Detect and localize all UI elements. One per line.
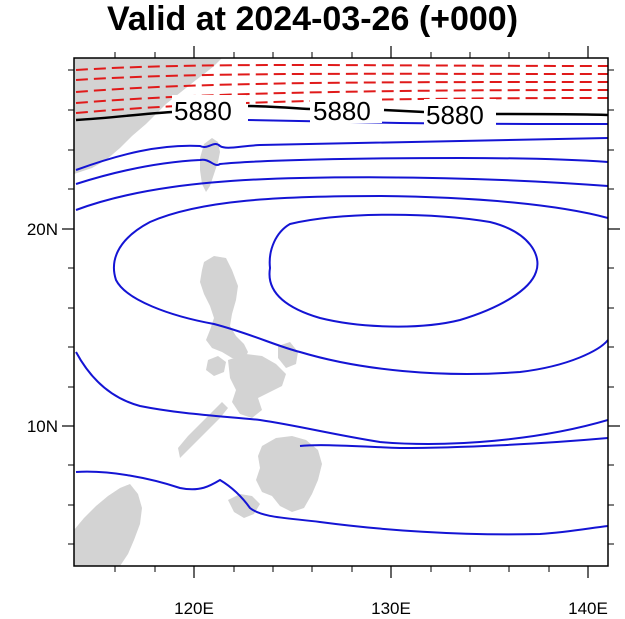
lon-label-140e: 140E — [568, 599, 608, 618]
contour-line-low-3 — [75, 156, 608, 185]
land-sulawesi — [228, 494, 260, 518]
contour-labels: 5880 5880 5880 — [172, 95, 496, 130]
lon-label-120e: 120E — [174, 599, 214, 618]
contour-line-low-8 — [75, 470, 608, 536]
lon-label-130e: 130E — [371, 599, 411, 618]
tick-labels: 120E 130E 140E 20N 10N — [27, 220, 608, 618]
map-title: Valid at 2024-03-26 (+000) — [106, 0, 519, 38]
lat-label-20n: 20N — [27, 220, 58, 239]
contour-line-low-1 — [247, 119, 608, 125]
map-frame — [73, 57, 609, 567]
contour-line-5880-c — [383, 108, 425, 114]
contour-line-high-1 — [75, 64, 608, 71]
land-samar — [278, 342, 298, 368]
contours-high — [75, 64, 608, 114]
contour-line-low-4 — [75, 176, 608, 211]
land-taiwan — [200, 138, 220, 192]
contour-line-low-7 — [75, 351, 608, 445]
axis-ticks — [62, 46, 620, 578]
land-mindoro — [206, 356, 226, 376]
axis-minor-ticks — [68, 52, 614, 572]
contour-line-high-4 — [75, 89, 608, 104]
contour-label-5880-1: 5880 — [174, 96, 232, 126]
contour-line-low-6 — [268, 213, 539, 328]
contour-label-5880-2: 5880 — [313, 96, 371, 126]
contour-label-5880-3: 5880 — [426, 100, 484, 130]
contour-ref — [75, 104, 608, 122]
contour-line-5880-b — [247, 104, 311, 111]
lat-label-10n: 10N — [27, 417, 58, 436]
contour-line-5880-a — [75, 110, 173, 122]
land-mindanao — [256, 436, 322, 512]
land-visayas — [228, 354, 286, 418]
map-plot-area — [74, 58, 608, 566]
contour-line-high-5 — [75, 97, 608, 114]
contour-line-low-9 — [299, 437, 608, 450]
land-masses — [74, 58, 322, 566]
land-china-coast — [74, 58, 222, 174]
contour-line-high-2 — [75, 72, 608, 81]
land-luzon — [200, 256, 248, 360]
contour-line-high-3 — [75, 81, 608, 93]
contour-line-5880-d — [495, 112, 608, 117]
contours-low — [75, 119, 608, 536]
contour-line-low-2 — [75, 137, 608, 171]
land-borneo — [74, 484, 142, 566]
land-palawan — [178, 402, 228, 458]
contour-line-low-5 — [112, 194, 608, 375]
